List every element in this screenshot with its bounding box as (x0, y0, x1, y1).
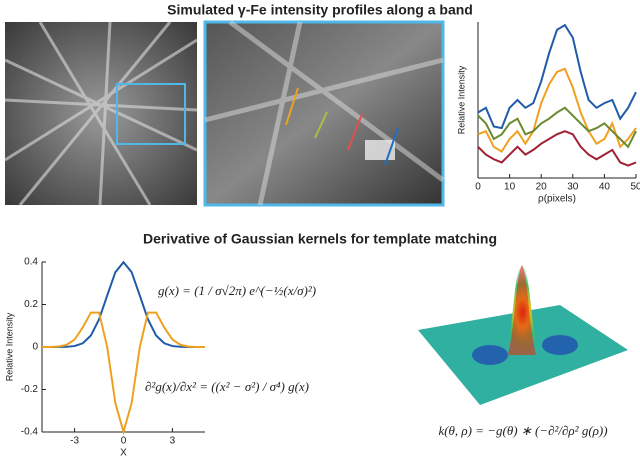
x-tick-label: 20 (536, 182, 548, 193)
kernel-surface (418, 265, 628, 405)
series-line (42, 260, 205, 348)
x-tick-label: 0 (475, 182, 481, 193)
y-tick-label: -0.2 (21, 384, 39, 395)
formula: ∂²g(x)/∂x² = ((x² − σ²) / σ⁴) g(x) (145, 379, 309, 394)
x-tick-label: 50 (630, 182, 640, 193)
bottom-title: Derivative of Gaussian kernels for templ… (143, 231, 497, 247)
series-line (477, 106, 637, 149)
formula: g(x) = (1 / σ√2π) e^(−½(x/σ)²) (158, 283, 316, 298)
kernel-formula: k(θ, ρ) = −g(θ) ∗ (−∂²/∂ρ² g(ρ)) (438, 423, 607, 438)
x-tick-label: 30 (567, 182, 579, 193)
y-axis-label: Relative Intensity (4, 312, 14, 381)
x-tick-label: 10 (504, 182, 516, 193)
series-line (42, 311, 205, 436)
series-line (477, 130, 637, 167)
x-axis-label: X (120, 448, 127, 459)
kikuchi-pattern (4, 21, 198, 206)
x-tick-label: 3 (170, 436, 176, 447)
x-tick-label: 0 (121, 436, 127, 447)
series-line (477, 67, 637, 153)
zoomed-pattern (203, 19, 445, 207)
x-tick-label: 40 (599, 182, 611, 193)
x-tick-label: -3 (70, 436, 79, 447)
series-line (477, 23, 637, 130)
top-title: Simulated γ-Fe intensity profiles along … (167, 2, 473, 18)
x-axis-label: ρ(pixels) (538, 194, 576, 205)
y-tick-label: 0 (32, 342, 38, 353)
y-tick-label: -0.4 (21, 427, 39, 438)
y-tick-label: 0.2 (24, 299, 38, 310)
y-tick-label: 0.4 (24, 257, 38, 268)
y-axis-label: Relative Intensity (456, 65, 466, 134)
